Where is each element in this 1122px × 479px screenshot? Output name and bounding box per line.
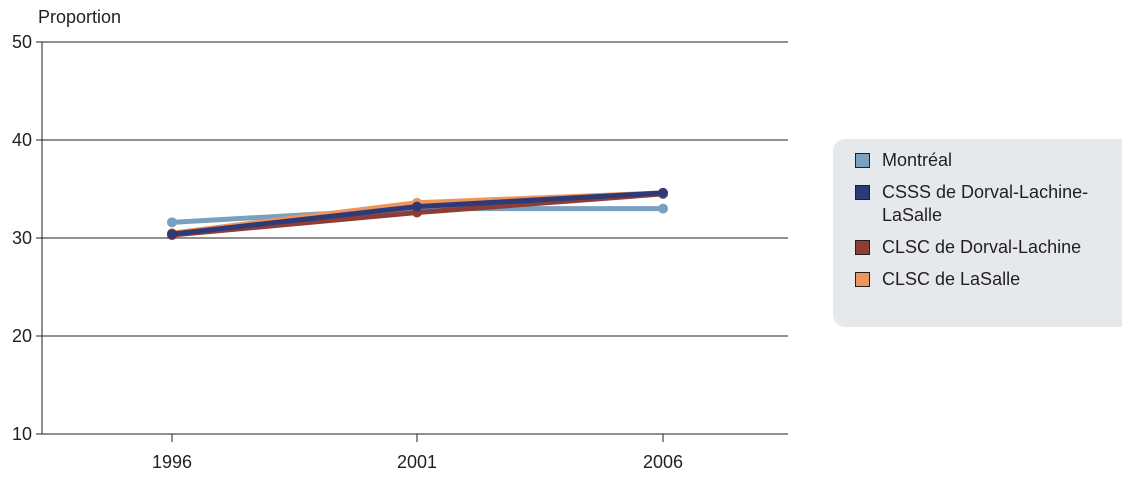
y-tick-labels: 10 20 30 40 50 <box>12 32 32 444</box>
y-axis-title: Proportion <box>38 7 121 27</box>
data-point-csss-de-dorval-lachine-lasalle-2006 <box>658 187 668 198</box>
gridlines <box>42 41 788 337</box>
data-point-csss-de-dorval-lachine-lasalle-2001 <box>412 201 422 212</box>
x-tick-label-2001: 2001 <box>397 452 437 472</box>
y-tick-label-30: 30 <box>12 228 32 248</box>
y-tick-label-50: 50 <box>12 32 32 52</box>
legend-item-clsc-dorval-lachine[interactable]: CLSC de Dorval-Lachine <box>855 236 1122 259</box>
data-point-csss-de-dorval-lachine-lasalle-1996 <box>167 229 177 240</box>
x-tick-label-2006: 2006 <box>643 452 683 472</box>
data-point-montr-al-2006 <box>658 203 668 214</box>
legend-item-csss-dorval-lachine-lasalle[interactable]: CSSS de Dorval-Lachine-LaSalle <box>855 181 1122 227</box>
legend-item-clsc-lasalle[interactable]: CLSC de LaSalle <box>855 268 1122 291</box>
y-tick-label-20: 20 <box>12 326 32 346</box>
legend: Montréal CSSS de Dorval-Lachine-LaSalle … <box>833 139 1122 327</box>
legend-label: CLSC de Dorval-Lachine <box>882 237 1082 257</box>
data-point-montr-al-1996 <box>167 217 177 228</box>
legend-label: CLSC de LaSalle <box>882 269 1021 289</box>
legend-swatch-clsc-lasalle <box>855 272 870 287</box>
legend-swatch-clsc-dorval <box>855 240 870 255</box>
x-tick-label-1996: 1996 <box>152 452 192 472</box>
legend-label: CSSS de Dorval-Lachine-LaSalle <box>882 182 1089 225</box>
line-chart: Proportion 10 20 30 40 50 1996 2001 2006 <box>12 7 788 472</box>
y-tick-label-10: 10 <box>12 424 32 444</box>
y-tick-label-40: 40 <box>12 130 32 150</box>
legend-swatch-csss <box>855 185 870 200</box>
x-tick-labels: 1996 2001 2006 <box>152 452 683 472</box>
axes <box>36 41 788 442</box>
legend-swatch-montreal <box>855 153 870 168</box>
series-lines <box>167 187 668 241</box>
legend-item-montreal[interactable]: Montréal <box>855 149 1122 172</box>
legend-label: Montréal <box>882 150 953 170</box>
